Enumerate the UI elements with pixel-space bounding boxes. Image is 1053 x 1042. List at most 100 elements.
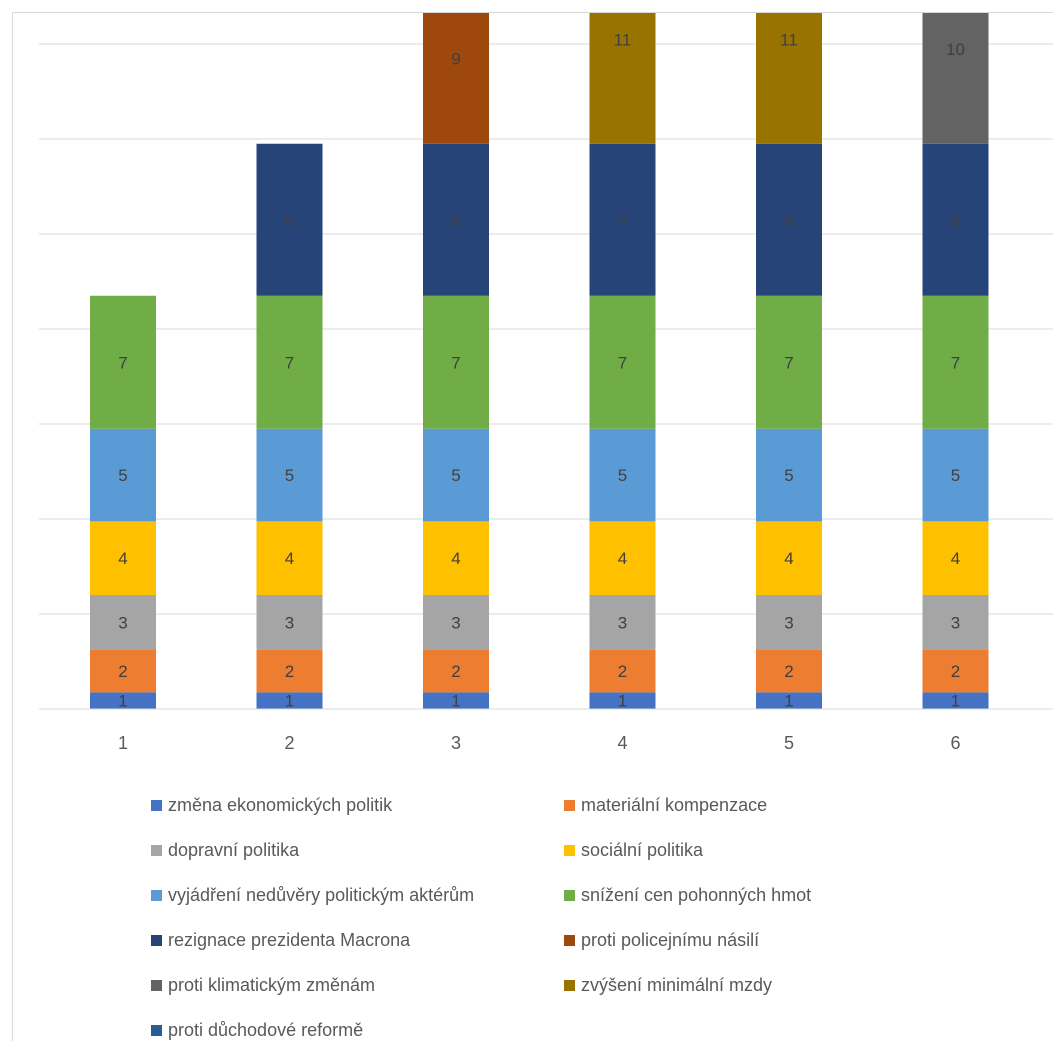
bar-segment: [256, 649, 323, 693]
bar-segment: [256, 692, 323, 709]
bar-segment: [922, 143, 989, 296]
data-label: 5: [951, 466, 960, 485]
legend-label: proti klimatickým změnám: [168, 974, 376, 995]
data-label: 7: [618, 353, 627, 372]
data-label: 3: [951, 613, 960, 632]
data-label: 7: [285, 353, 294, 372]
bar-segment: [90, 692, 156, 709]
legend-item: proti klimatickým změnám: [151, 973, 375, 997]
bar-segment: [589, 595, 656, 650]
bar-segment: [423, 13, 489, 144]
bar-segment: [423, 521, 489, 595]
bar-segment: [90, 428, 156, 522]
legend-label: materiální kompenzace: [581, 794, 768, 815]
data-label: 3: [451, 613, 460, 632]
data-label: 4: [784, 549, 793, 568]
data-label: 7: [951, 353, 960, 372]
chart-frame: 1 2 3 4 5 7 1 1 2 3 4 5 7 8 2 1 2 3 4 5 7 8 9 3 1 2 3 4 5 7 8 11 4 1 2 3 4 5 7…: [12, 12, 1053, 1041]
bar-segment: [256, 428, 323, 522]
legend-item: snížení cen pohonných hmot: [564, 883, 811, 907]
data-label: 10: [946, 40, 965, 59]
bar-segment: [756, 295, 822, 429]
x-tick-label: 5: [784, 733, 794, 753]
data-label: 11: [780, 30, 798, 49]
bar-segment: [922, 692, 989, 709]
legend-item: sociální politika: [564, 838, 703, 862]
legend-label: sociální politika: [581, 839, 704, 860]
legend-label: zvýšení minimální mzdy: [581, 974, 773, 995]
bar-segment: [589, 692, 656, 709]
data-label: 4: [618, 549, 627, 568]
legend-item: změna ekonomických politik: [151, 793, 392, 817]
data-label: 2: [784, 662, 793, 681]
legend-item: zvýšení minimální mzdy: [564, 973, 772, 997]
bar-segment: [589, 295, 656, 429]
data-label: 7: [784, 353, 793, 372]
data-label: 4: [118, 549, 127, 568]
legend-swatch: [151, 799, 162, 811]
bar-segment: [90, 595, 156, 650]
data-label: 1: [951, 692, 960, 711]
data-label: 3: [285, 613, 294, 632]
bar-segment: [589, 13, 656, 144]
data-label: 3: [118, 613, 127, 632]
data-label: 5: [784, 466, 793, 485]
bar-segment: [756, 13, 822, 144]
legend-swatch: [564, 889, 575, 901]
legend-item: rezignace prezidenta Macrona: [151, 928, 410, 952]
x-tick-label: 4: [617, 733, 627, 753]
bar-segment: [756, 143, 822, 296]
data-label: 2: [118, 662, 127, 681]
chart: 1234571123457821234578931234578114123457…: [39, 13, 1053, 753]
bar-segment: [423, 649, 489, 693]
bar-segment: [756, 595, 822, 650]
data-label: 1: [618, 692, 627, 711]
legend-swatch: [151, 889, 162, 901]
legend-swatch: [564, 844, 575, 856]
bar-segment: [423, 295, 489, 429]
data-label: 5: [618, 466, 627, 485]
legend-swatch: [564, 934, 575, 946]
legend-swatch: [564, 979, 575, 991]
legend-item: proti důchodové reformě: [151, 1018, 363, 1042]
data-label: 1: [451, 692, 460, 711]
data-label: 7: [451, 353, 460, 372]
legend-label: změna ekonomických politik: [168, 794, 393, 815]
bar-segment: [922, 295, 989, 429]
bar-segment: [589, 143, 656, 296]
legend-swatch: [151, 1024, 162, 1036]
legend-swatch: [151, 979, 162, 991]
data-label: 5: [285, 466, 294, 485]
bar-segment: [589, 428, 656, 522]
data-label: 9: [451, 49, 460, 68]
legend-item: materiální kompenzace: [564, 793, 767, 817]
data-label: 8: [951, 211, 960, 230]
data-label: 4: [451, 549, 460, 568]
data-label: 4: [285, 549, 294, 568]
legend-item: proti policejnímu násilí: [564, 928, 759, 952]
data-label: 4: [951, 549, 960, 568]
data-label: 1: [118, 692, 127, 711]
bar-segment: [256, 295, 323, 429]
data-label: 2: [451, 662, 460, 681]
bar-segment: [90, 521, 156, 595]
data-label: 5: [118, 466, 127, 485]
bar-segment: [256, 521, 323, 595]
bar-segment: [589, 649, 656, 693]
data-label: 11: [614, 30, 632, 49]
bar-segment: [256, 143, 323, 296]
legend-swatch: [151, 844, 162, 856]
bar-segment: [90, 649, 156, 693]
data-label: 8: [784, 211, 793, 230]
bar-segment: [756, 521, 822, 595]
legend-item: dopravní politika: [151, 838, 299, 862]
bar-segment: [423, 595, 489, 650]
data-label: 3: [784, 613, 793, 632]
bar-segment: [423, 143, 489, 296]
bar-segment: [922, 595, 989, 650]
legend-label: snížení cen pohonných hmot: [581, 884, 812, 905]
bar-segment: [423, 692, 489, 709]
bar-segment: [756, 428, 822, 522]
data-label: 5: [451, 466, 460, 485]
bar-segment: [256, 595, 323, 650]
